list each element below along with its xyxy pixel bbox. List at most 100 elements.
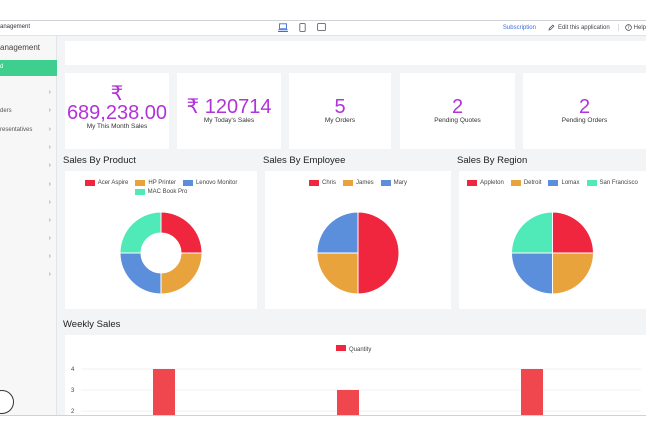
toolbar-actions: Subscription Edit this application ? Hel… bbox=[503, 24, 646, 31]
pie-slice[interactable] bbox=[357, 211, 400, 295]
chevron-right-icon: › bbox=[48, 162, 51, 169]
legend-label: Detroit bbox=[523, 180, 542, 186]
legend-item[interactable]: San Francisco bbox=[586, 180, 638, 186]
device-switcher bbox=[278, 22, 326, 32]
pie-slice[interactable] bbox=[510, 211, 553, 254]
help-button[interactable]: ? Help bbox=[624, 24, 646, 31]
pencil-icon bbox=[548, 24, 555, 31]
chevron-right-icon: › bbox=[48, 271, 51, 278]
pie-slice[interactable] bbox=[316, 252, 359, 295]
legend-item[interactable]: Quantity bbox=[336, 345, 371, 353]
legend-item[interactable]: Detroit bbox=[510, 180, 542, 186]
chevron-right-icon: › bbox=[48, 126, 51, 133]
bar[interactable] bbox=[153, 369, 175, 416]
bar[interactable] bbox=[521, 369, 543, 416]
legend-swatch bbox=[548, 180, 559, 186]
doughnut-chart-product bbox=[119, 211, 203, 295]
subscription-link[interactable]: Subscription bbox=[502, 24, 536, 31]
sidebar-item[interactable]: › bbox=[0, 216, 57, 228]
desktop-view-icon[interactable] bbox=[278, 22, 288, 32]
legend-label: HP Printer bbox=[148, 180, 176, 186]
pie-slice[interactable] bbox=[552, 211, 595, 254]
rupee-symbol: ₹ bbox=[110, 83, 124, 105]
chevron-right-icon: › bbox=[48, 181, 51, 188]
svg-text:?: ? bbox=[627, 25, 630, 31]
pie-slice[interactable] bbox=[552, 252, 595, 295]
pie-chart-region bbox=[510, 211, 595, 295]
legend-item[interactable]: Appleton bbox=[467, 180, 504, 186]
kpi-label: Pending Orders bbox=[561, 117, 608, 124]
help-label: Help bbox=[633, 24, 646, 31]
legend-swatch bbox=[467, 180, 478, 186]
pie-slice[interactable] bbox=[119, 211, 162, 254]
legend-label: James bbox=[356, 180, 374, 186]
kpi-value: 689,238.00 bbox=[66, 102, 168, 124]
legend-item[interactable]: Chris bbox=[308, 180, 336, 186]
chart-card-employee: Chris James Mary bbox=[265, 171, 451, 309]
legend-label: Mary bbox=[393, 180, 408, 186]
pie-slice[interactable] bbox=[316, 211, 359, 254]
mobile-view-icon[interactable] bbox=[316, 22, 326, 32]
header-panel bbox=[65, 41, 646, 65]
kpi-card-pending-quotes: 2 Pending Quotes bbox=[400, 73, 515, 149]
sidebar-item[interactable]: › bbox=[0, 198, 57, 210]
chevron-right-icon: › bbox=[48, 253, 51, 260]
bar-chart-weekly: Quantity 4 3 2 bbox=[71, 345, 641, 416]
chevron-right-icon: › bbox=[48, 217, 51, 224]
legend-item[interactable]: MAC Book Pro bbox=[134, 189, 187, 195]
kpi-card-month-sales: ₹ 689,238.00 My This Month Sales bbox=[65, 73, 169, 149]
kpi-card-pending-orders: 2 Pending Orders bbox=[523, 73, 646, 149]
kpi-label: My Orders bbox=[324, 117, 356, 124]
legend-item[interactable]: Lenovo Monitor bbox=[182, 180, 238, 186]
edit-application-button[interactable]: Edit this application bbox=[548, 24, 619, 31]
y-tick-label: 2 bbox=[71, 409, 75, 415]
legend-label: Appleton bbox=[480, 180, 504, 186]
floating-action-button[interactable] bbox=[0, 390, 14, 414]
kpi-label: My Today's Sales bbox=[203, 117, 255, 124]
bar[interactable] bbox=[337, 390, 359, 416]
kpi-label: My This Month Sales bbox=[86, 123, 148, 130]
app-title: anagement bbox=[0, 24, 31, 30]
chevron-right-icon: › bbox=[48, 107, 51, 114]
legend-swatch bbox=[510, 180, 521, 186]
sidebar-item[interactable]: › bbox=[0, 180, 57, 192]
section-title-region: Sales By Region bbox=[457, 155, 528, 166]
pie-slice[interactable] bbox=[160, 252, 203, 295]
legend-label: Acer Aspire bbox=[97, 180, 129, 186]
pie-slice[interactable] bbox=[160, 211, 203, 254]
chart-card-weekly: Quantity 4 3 2 bbox=[65, 335, 646, 416]
y-tick-label: 4 bbox=[71, 367, 75, 373]
sidebar-item[interactable]: › bbox=[0, 88, 57, 100]
kpi-value: 5 bbox=[334, 96, 346, 118]
sidebar-item[interactable]: › bbox=[0, 270, 57, 282]
pie-slice[interactable] bbox=[119, 252, 162, 295]
sidebar-item[interactable]: resentatives › bbox=[0, 125, 57, 137]
legend-label: Lenovo Monitor bbox=[195, 180, 238, 186]
sidebar-item[interactable]: › bbox=[0, 143, 57, 155]
legend-label: San Francisco bbox=[599, 180, 638, 186]
kpi-value: 2 bbox=[578, 96, 591, 118]
legend-item[interactable]: James bbox=[343, 180, 374, 186]
legend-item[interactable]: HP Printer bbox=[135, 180, 176, 186]
legend-swatch bbox=[380, 180, 391, 186]
app-frame: anagement Subscription Edit this applica… bbox=[0, 20, 646, 416]
tablet-view-icon[interactable] bbox=[297, 22, 307, 32]
legend-item[interactable]: Lomax bbox=[548, 180, 580, 186]
pie-slice[interactable] bbox=[510, 252, 553, 295]
sidebar-item-active[interactable]: d bbox=[0, 60, 57, 76]
section-title-employee: Sales By Employee bbox=[263, 155, 346, 166]
kpi-value: ₹ 120714 bbox=[186, 96, 272, 118]
help-icon: ? bbox=[624, 24, 632, 31]
legend-item[interactable]: Mary bbox=[380, 180, 408, 186]
legend-swatch bbox=[586, 180, 597, 186]
legend-item[interactable]: Acer Aspire bbox=[84, 180, 129, 186]
chart-legend: Chris James Mary bbox=[265, 180, 451, 186]
edit-application-label: Edit this application bbox=[557, 24, 610, 31]
sidebar-item[interactable]: ders › bbox=[0, 106, 57, 118]
chart-legend: Appleton Detroit Lomax San Francisco bbox=[459, 180, 646, 186]
sidebar-item[interactable]: › bbox=[0, 234, 57, 246]
sidebar-item[interactable]: › bbox=[0, 161, 57, 173]
chevron-right-icon: › bbox=[48, 89, 51, 96]
sidebar-item[interactable]: › bbox=[0, 252, 57, 264]
dashboard-main: ₹ 689,238.00 My This Month Sales ₹ 12071… bbox=[57, 36, 646, 416]
